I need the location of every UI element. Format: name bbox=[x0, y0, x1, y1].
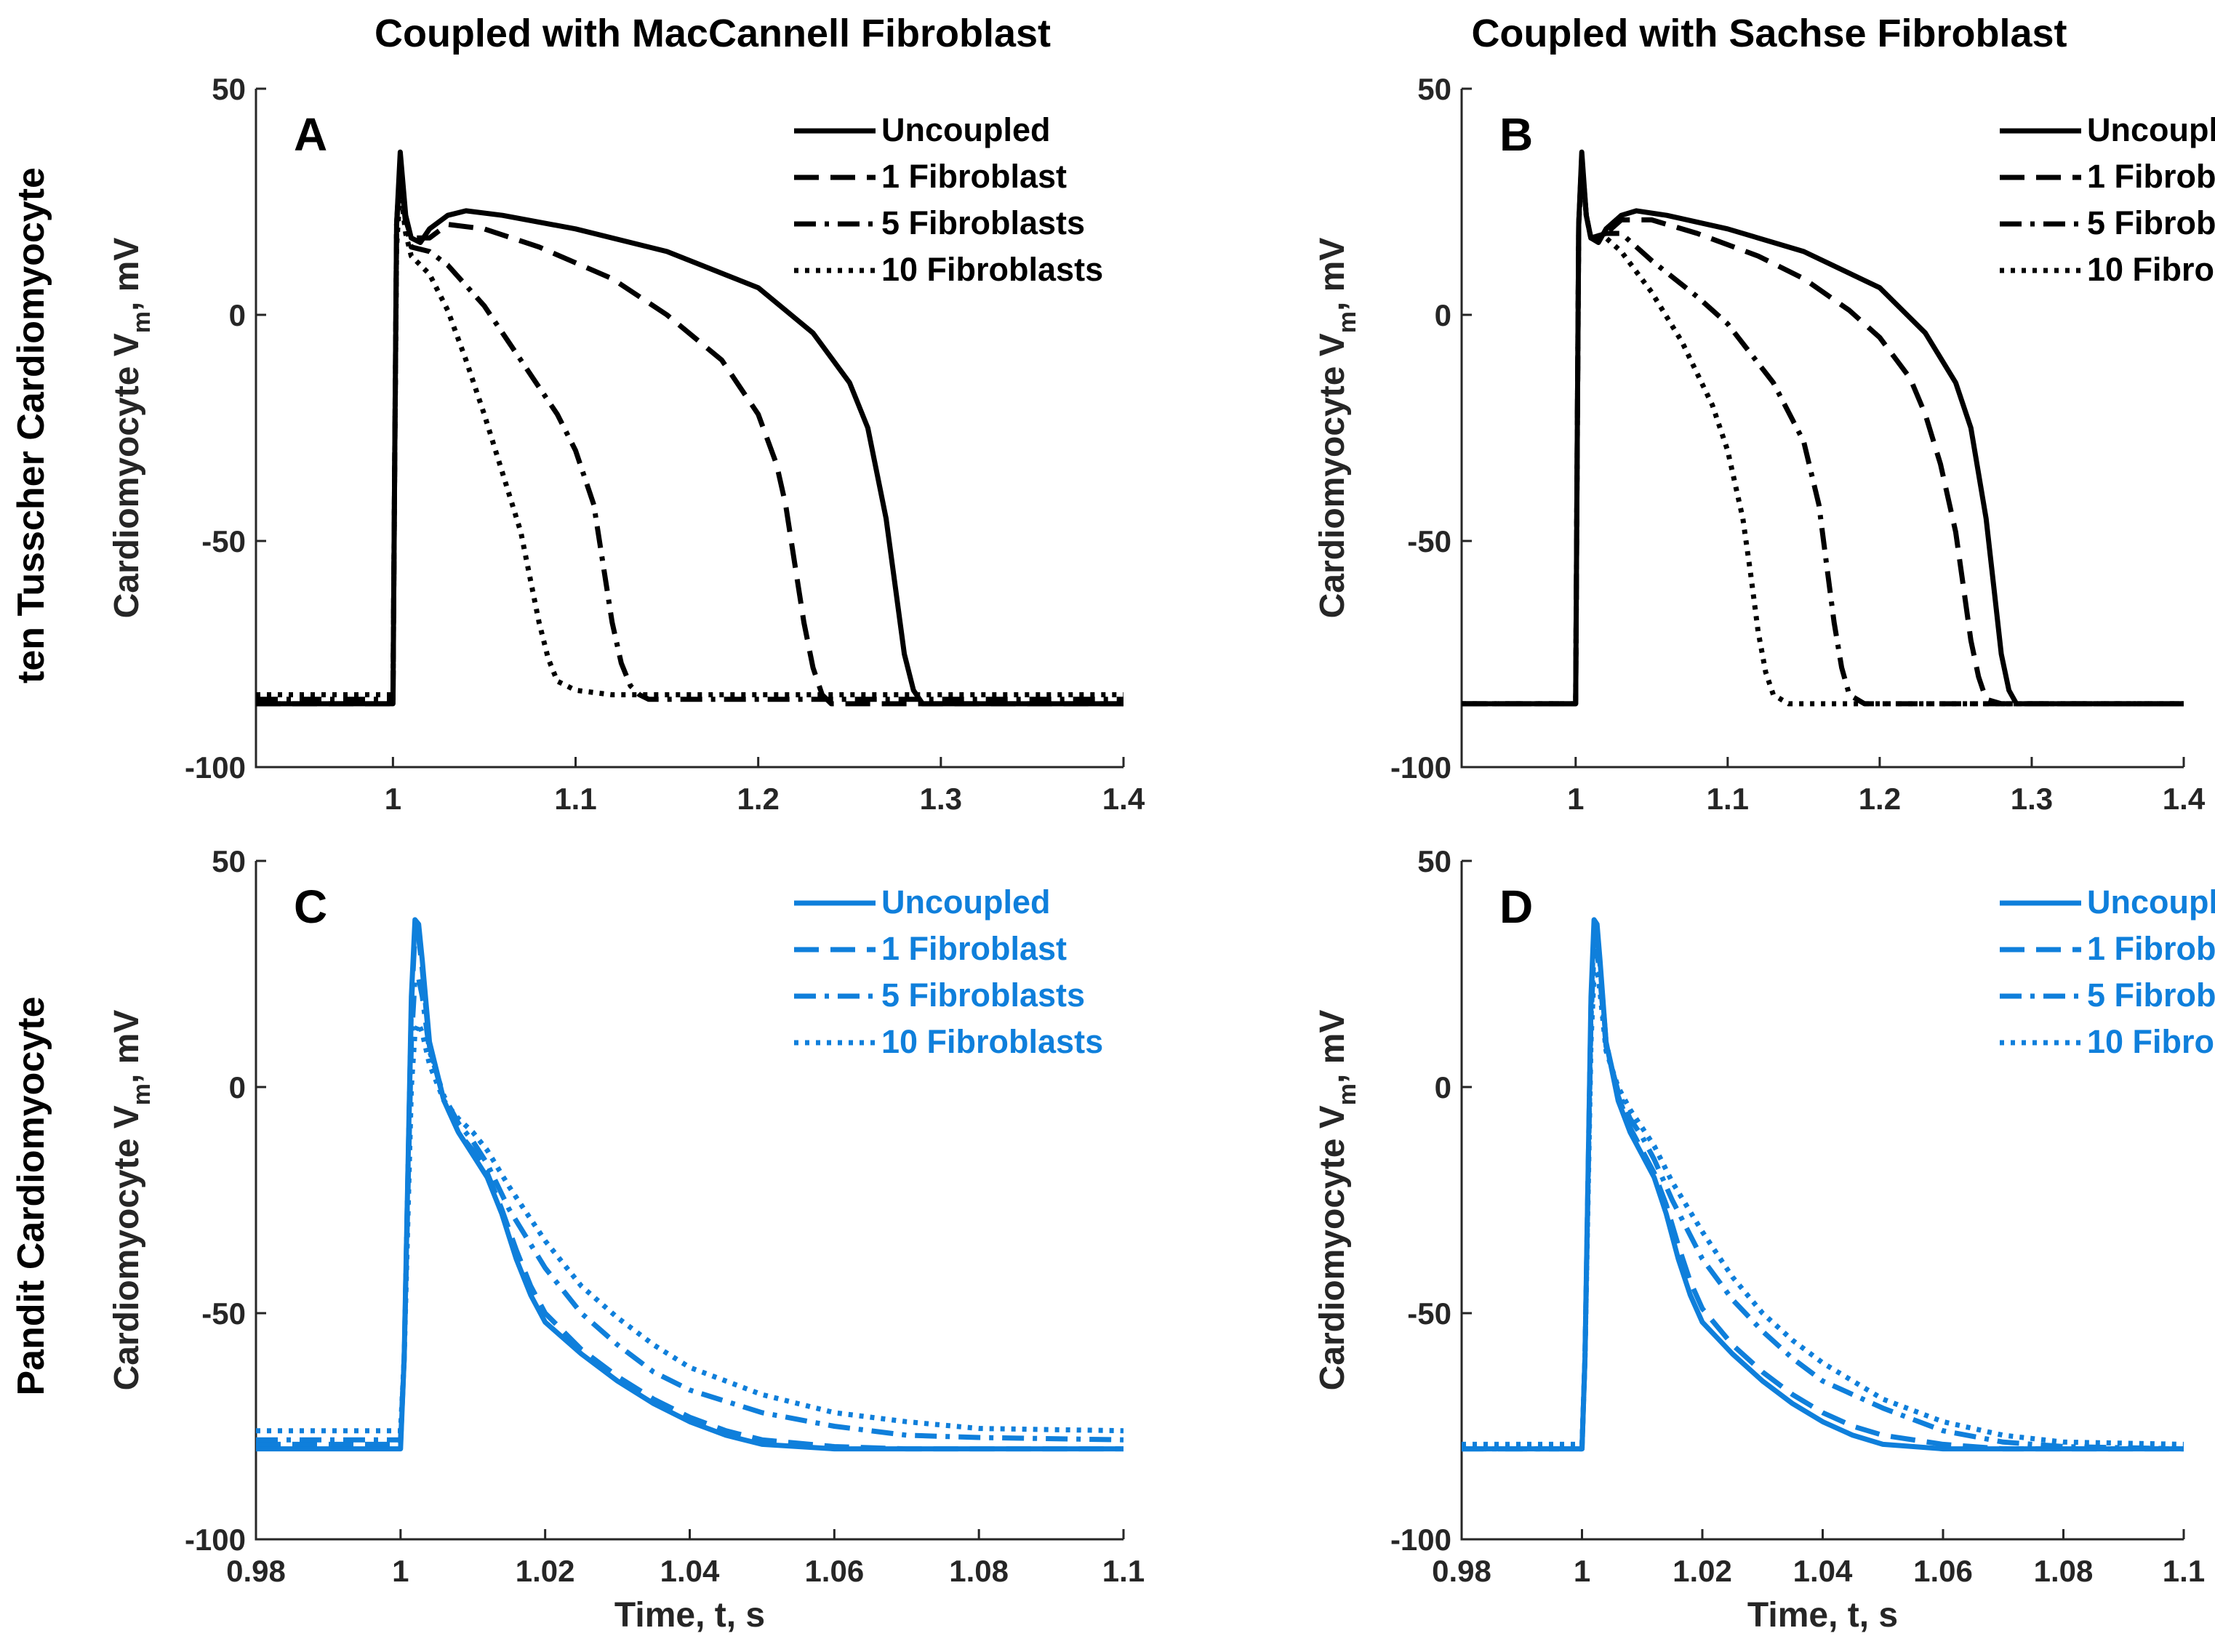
y-tick-label: 0 bbox=[1435, 298, 1451, 332]
y-tick-label: -100 bbox=[185, 1523, 246, 1557]
x-tick-label: 1.2 bbox=[1859, 782, 1901, 816]
legend-label-10-fibroblasts-a: 10 Fibroblasts bbox=[881, 251, 1103, 288]
legend-label-1-fibroblast-b: 1 Fibroblast bbox=[2087, 158, 2215, 195]
x-tick-label: 1.08 bbox=[2034, 1554, 2094, 1588]
series-1-fibroblast-d bbox=[1462, 926, 2184, 1452]
series-5-fibroblasts-b bbox=[1462, 159, 2184, 707]
axis-lines-d bbox=[1460, 861, 2184, 1541]
x-tick-label: 0.98 bbox=[226, 1554, 286, 1588]
column-title-maccannell: Coupled with MacCannell Fibroblast bbox=[374, 12, 1051, 55]
legend-label-10-fibroblasts-d: 10 Fibroblasts bbox=[2087, 1023, 2215, 1060]
legend-label-1-fibroblast-a: 1 Fibroblast bbox=[881, 158, 1067, 195]
legend-label-1-fibroblast-d: 1 Fibroblast bbox=[2087, 930, 2215, 967]
panel-label-b: B bbox=[1499, 108, 1533, 161]
y-tick-label: -50 bbox=[201, 1296, 246, 1331]
y-tick-label: 0 bbox=[1435, 1070, 1451, 1104]
legend-label-5-fibroblasts-d: 5 Fibroblasts bbox=[2087, 977, 2215, 1014]
y-tick-label: -50 bbox=[1407, 524, 1451, 558]
x-tick-label: 1.02 bbox=[516, 1554, 575, 1588]
series-10-fibroblasts-b bbox=[1462, 163, 2184, 707]
x-tick-label: 1.4 bbox=[1102, 782, 1145, 816]
series-10-fibroblasts-d bbox=[1462, 966, 2184, 1447]
row-title-ten-tusscher: ten Tusscher Cardiomyocyte bbox=[10, 167, 52, 683]
series-1-fibroblast-b bbox=[1462, 153, 2184, 707]
x-tick-label: 1.1 bbox=[1102, 1554, 1145, 1588]
x-tick-label: 1.08 bbox=[949, 1554, 1009, 1588]
series-1-fibroblast-a bbox=[256, 159, 1123, 707]
x-tick-label: 1 bbox=[1574, 1554, 1590, 1588]
x-tick-label: 1.02 bbox=[1673, 1554, 1732, 1588]
y-tick-label: -100 bbox=[1390, 750, 1451, 785]
y-axis-label-d: Cardiomyocyte Vm, mV bbox=[1313, 1010, 1361, 1391]
x-tick-label: 1 bbox=[1567, 782, 1584, 816]
series-uncoupled-b bbox=[1462, 149, 2184, 707]
y-tick-label: -50 bbox=[1407, 1296, 1451, 1331]
legend-label-10-fibroblasts-b: 10 Fibroblasts bbox=[2087, 251, 2215, 288]
y-axis-label-c: Cardiomyocyte Vm, mV bbox=[108, 1010, 156, 1391]
legend-label-5-fibroblasts-a: 5 Fibroblasts bbox=[881, 204, 1085, 241]
x-tick-label: 1 bbox=[385, 782, 401, 816]
y-tick-label: -100 bbox=[185, 750, 246, 785]
x-tick-label: 1 bbox=[392, 1554, 409, 1588]
y-tick-label: 50 bbox=[1417, 72, 1451, 106]
y-tick-label: 0 bbox=[229, 1070, 246, 1104]
panel-label-a: A bbox=[294, 108, 327, 161]
legend-label-5-fibroblasts-b: 5 Fibroblasts bbox=[2087, 204, 2215, 241]
axis-lines-b bbox=[1460, 89, 2184, 769]
panel-label-d: D bbox=[1499, 881, 1533, 933]
panel-a: 50 0 -50 -100 1 1.1 1.2 1.3 1.4 Cardiomyocyte Vm,… bbox=[108, 72, 1145, 816]
column-title-sachse: Coupled with Sachse Fibroblast bbox=[1471, 12, 2067, 55]
row-title-pandit: Pandit Cardiomyocyte bbox=[10, 996, 52, 1395]
series-5-fibroblasts-a bbox=[256, 167, 1123, 702]
y-tick-label: 50 bbox=[212, 844, 246, 878]
y-axis-label-a: Cardiomyocyte Vm, mV bbox=[108, 238, 156, 619]
legend-label-uncoupled-b: Uncoupled bbox=[2087, 111, 2215, 148]
series-1-fibroblast-c bbox=[256, 931, 1123, 1452]
series-5-fibroblasts-d bbox=[1462, 948, 2184, 1452]
x-tick-label: 1.2 bbox=[737, 782, 779, 816]
x-axis-label-d: Time, t, s bbox=[1747, 1596, 1898, 1635]
series-uncoupled-d bbox=[1462, 917, 2184, 1452]
legend-label-1-fibroblast-c: 1 Fibroblast bbox=[881, 930, 1067, 967]
series-10-fibroblasts-c bbox=[256, 1021, 1123, 1434]
series-10-fibroblasts-a bbox=[256, 185, 1123, 697]
panel-b: 50 0 -50 -100 1 1.1 1.2 1.3 1.4 Cardiomyocyte Vm,… bbox=[1313, 72, 2215, 816]
y-tick-label: -100 bbox=[1390, 1523, 1451, 1557]
y-tick-label: -50 bbox=[201, 524, 246, 558]
legend-label-10-fibroblasts-c: 10 Fibroblasts bbox=[881, 1023, 1103, 1060]
y-tick-label: 0 bbox=[229, 298, 246, 332]
legend-label-uncoupled-a: Uncoupled bbox=[881, 111, 1051, 148]
x-tick-label: 1.06 bbox=[1913, 1554, 1973, 1588]
series-5-fibroblasts-c bbox=[256, 976, 1123, 1443]
y-axis-label-b: Cardiomyocyte Vm, mV bbox=[1313, 238, 1361, 619]
x-tick-label: 1.1 bbox=[554, 782, 596, 816]
x-tick-label: 1.1 bbox=[2163, 1554, 2205, 1588]
x-tick-label: 1.04 bbox=[660, 1554, 720, 1588]
y-tick-label: 50 bbox=[1417, 844, 1451, 878]
x-tick-label: 1.06 bbox=[804, 1554, 864, 1588]
x-tick-label: 1.3 bbox=[2011, 782, 2053, 816]
legend-label-uncoupled-c: Uncoupled bbox=[881, 883, 1051, 921]
x-tick-label: 1.1 bbox=[1707, 782, 1749, 816]
legend-label-5-fibroblasts-c: 5 Fibroblasts bbox=[881, 977, 1085, 1014]
panel-label-c: C bbox=[294, 881, 327, 933]
legend-label-uncoupled-d: Uncoupled bbox=[2087, 883, 2215, 921]
x-axis-label-c: Time, t, s bbox=[614, 1596, 765, 1635]
x-tick-label: 1.4 bbox=[2163, 782, 2206, 816]
x-tick-label: 0.98 bbox=[1432, 1554, 1491, 1588]
y-tick-label: 50 bbox=[212, 72, 246, 106]
x-tick-label: 1.3 bbox=[920, 782, 962, 816]
x-tick-label: 1.04 bbox=[1793, 1554, 1853, 1588]
